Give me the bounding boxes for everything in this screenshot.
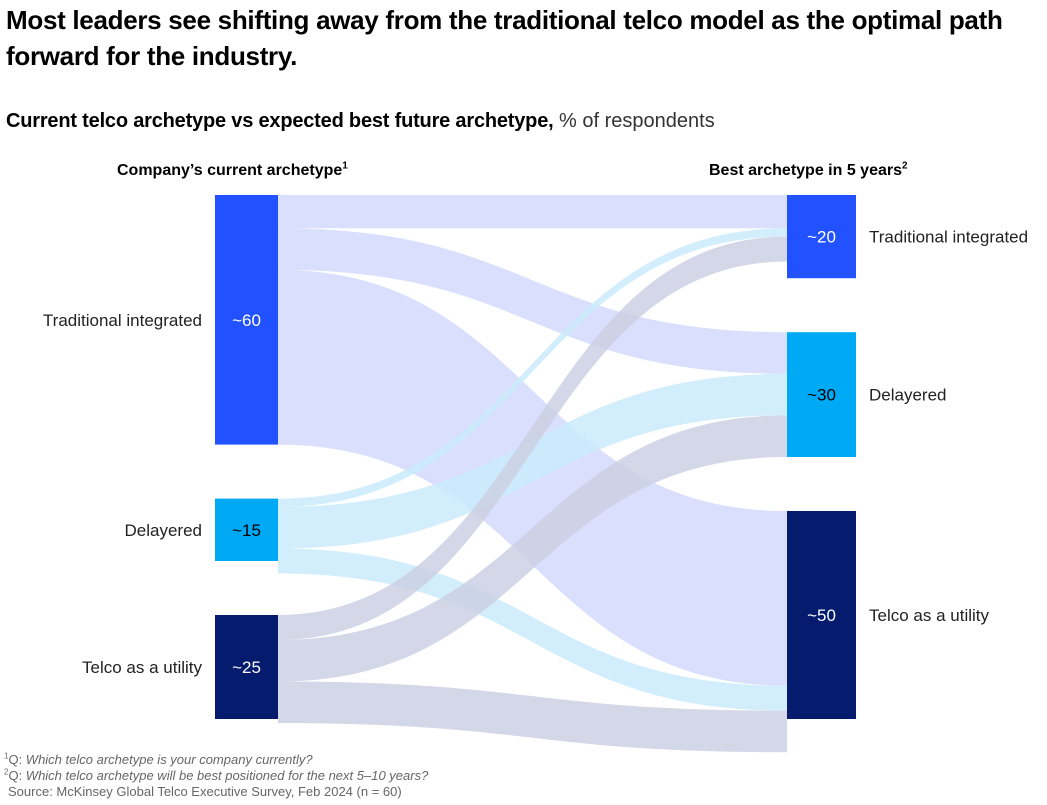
right-column-header: Best archetype in 5 years2 xyxy=(709,160,908,182)
label-layer: ~60 Traditional integrated ~15 Delayered ~25… xyxy=(43,228,1028,677)
right-node-utility-value: ~50 xyxy=(807,606,836,625)
footnotes: 1Q: Which telco archetype is your compan… xyxy=(4,752,428,800)
left-node-traditional xyxy=(215,195,278,445)
left-node-traditional-label: Traditional integrated xyxy=(43,311,202,330)
left-node-traditional-value: ~60 xyxy=(232,311,261,330)
right-node-delayered xyxy=(787,332,856,457)
chart-subtitle: Current telco archetype vs expected best… xyxy=(6,108,715,134)
subtitle-bold: Current telco archetype vs expected best… xyxy=(6,110,554,132)
right-node-traditional-value: ~20 xyxy=(807,228,836,247)
flow-delayered-to-delayered xyxy=(278,373,787,549)
footnote-1-prefix: Q: xyxy=(8,752,26,767)
source-note: Source: McKinsey Global Telco Executive … xyxy=(8,784,402,799)
left-column-header: Company’s current archetype1 xyxy=(117,160,348,182)
flow-delayered-to-utility xyxy=(278,548,787,711)
subtitle-unit: % of respondents xyxy=(559,110,715,132)
node-layer xyxy=(215,195,856,719)
left-header-text: Company’s current archetype xyxy=(117,162,343,179)
flow-traditional-to-traditional xyxy=(278,195,787,229)
footnote-1-marker: 1 xyxy=(4,751,9,761)
flow-layer xyxy=(278,195,787,753)
left-node-delayered xyxy=(215,498,278,561)
flow-utility-to-traditional xyxy=(278,236,787,640)
right-node-delayered-value: ~30 xyxy=(807,386,836,405)
footnote-2-text: Which telco archetype will be best posit… xyxy=(25,768,429,783)
left-node-delayered-value: ~15 xyxy=(232,521,261,540)
right-node-traditional xyxy=(787,195,856,279)
flow-utility-to-delayered xyxy=(278,415,787,682)
footnote-1-text: Which telco archetype is your company cu… xyxy=(25,752,313,767)
left-node-utility-value: ~25 xyxy=(232,658,261,677)
left-node-utility-label: Telco as a utility xyxy=(82,658,202,677)
right-header-footnote-marker: 2 xyxy=(902,160,908,172)
left-node-utility xyxy=(215,615,278,719)
right-node-utility xyxy=(787,511,856,719)
flow-delayered-to-traditional xyxy=(278,228,787,507)
footnote-2: 2Q: Which telco archetype will be best p… xyxy=(4,768,428,784)
footnote-2-prefix: Q: xyxy=(8,768,26,783)
right-header-text: Best archetype in 5 years xyxy=(709,162,902,179)
flow-traditional-to-delayered xyxy=(278,228,787,374)
footnote-2-marker: 2 xyxy=(4,767,9,777)
flow-utility-to-utility xyxy=(278,681,787,753)
right-node-traditional-label: Traditional integrated xyxy=(869,228,1028,247)
left-header-footnote-marker: 1 xyxy=(342,160,348,172)
right-node-delayered-label: Delayered xyxy=(869,386,947,405)
right-node-utility-label: Telco as a utility xyxy=(869,606,989,625)
left-node-delayered-label: Delayered xyxy=(125,521,203,540)
chart-title: Most leaders see shifting away from the … xyxy=(6,5,1003,71)
footnote-1: 1Q: Which telco archetype is your compan… xyxy=(4,752,428,768)
